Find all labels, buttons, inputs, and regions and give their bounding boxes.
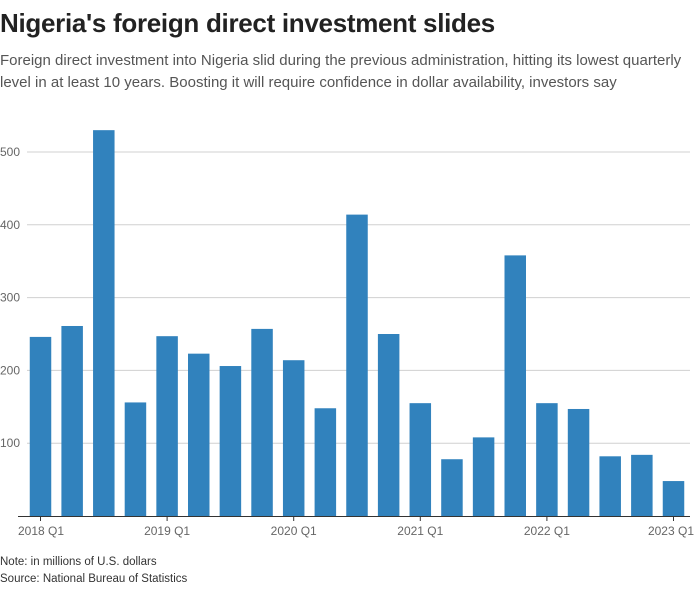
y-tick-label: 300 xyxy=(0,291,20,305)
bar-2021-q4 xyxy=(504,255,526,516)
y-tick-label: 100 xyxy=(0,436,20,450)
bar-2020-q3 xyxy=(346,214,368,517)
bar-2019-q3 xyxy=(219,366,242,516)
bar-2019-q2 xyxy=(188,353,210,516)
source-text: Source: National Bureau of Statistics xyxy=(0,573,188,585)
bar-2022-q2 xyxy=(567,408,590,516)
x-tick-label: 2021 Q1 xyxy=(397,524,443,538)
bar-2022-q3 xyxy=(599,456,621,516)
bar-2018-q4 xyxy=(124,402,147,516)
x-tick-label: 2020 Q1 xyxy=(271,524,317,538)
y-tick-label: 500 xyxy=(0,145,20,159)
bar-2020-q2 xyxy=(314,408,337,516)
bar-2019-q1 xyxy=(156,336,178,516)
bars xyxy=(29,130,685,517)
bar-2021-q3 xyxy=(472,437,495,516)
bar-2023-q1 xyxy=(662,481,685,516)
y-axis-labels: 100 200 300 400 500 xyxy=(0,145,20,450)
bar-2021-q1 xyxy=(409,403,432,516)
bar-2021-q2 xyxy=(441,459,463,516)
bar-2022-q1 xyxy=(536,403,558,516)
y-tick-label: 400 xyxy=(0,218,20,232)
y-tick-label: 200 xyxy=(0,363,20,377)
x-axis-labels: 2018 Q1 2019 Q1 2020 Q1 2021 Q1 2022 Q1 2023 … xyxy=(18,516,694,538)
bar-2020-q1 xyxy=(282,360,305,516)
x-tick-label: 2023 Q1 xyxy=(648,524,694,538)
x-tick-label: 2018 Q1 xyxy=(18,524,64,538)
bar-2019-q4 xyxy=(251,328,273,516)
bar-2022-q4 xyxy=(631,454,653,516)
bar-2018-q1 xyxy=(29,336,52,516)
x-tick-label: 2019 Q1 xyxy=(144,524,190,538)
bar-2018-q2 xyxy=(61,325,83,516)
bar-2020-q4 xyxy=(377,334,400,516)
note-text: Note: in millions of U.S. dollars xyxy=(0,556,157,568)
bar-2018-q3 xyxy=(93,130,115,516)
x-tick-label: 2022 Q1 xyxy=(524,524,570,538)
chart-subtitle: Foreign direct investment into Nigeria s… xyxy=(0,52,682,91)
chart-title: Nigeria's foreign direct investment slid… xyxy=(0,8,495,38)
